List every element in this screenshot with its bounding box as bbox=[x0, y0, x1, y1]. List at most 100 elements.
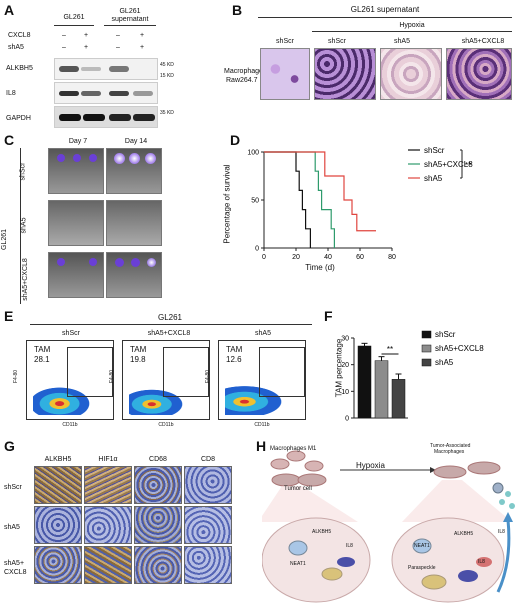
ihc-image bbox=[34, 506, 82, 544]
sign: – bbox=[62, 44, 66, 51]
b-col: shA5 bbox=[394, 38, 410, 45]
b-col: shScr bbox=[276, 38, 294, 45]
e-title-line bbox=[30, 324, 312, 325]
ihc-image bbox=[184, 466, 232, 504]
e-ylabel: F4-80 bbox=[109, 369, 116, 384]
legend-label: shScr bbox=[424, 146, 445, 155]
blot-alkbh5 bbox=[54, 58, 158, 80]
m1-cell bbox=[304, 460, 324, 472]
series-line-shA5 bbox=[264, 151, 376, 232]
ihc-image bbox=[84, 546, 132, 584]
g-row: shA5+ bbox=[4, 560, 25, 567]
tam-cell bbox=[492, 482, 504, 494]
e-value: 28.1 bbox=[34, 355, 50, 364]
g-row: shScr bbox=[4, 484, 22, 491]
flow-plot bbox=[122, 340, 210, 420]
panel-label-b: B bbox=[232, 2, 243, 18]
tumor-cell bbox=[433, 465, 467, 479]
legend-label: shA5 bbox=[424, 174, 443, 183]
ivis-image bbox=[106, 200, 162, 246]
ihc-image bbox=[34, 546, 82, 584]
c-day: Day 14 bbox=[124, 138, 148, 145]
bar-shA5+CXCL8 bbox=[374, 360, 389, 419]
blot-gapdh bbox=[54, 106, 158, 128]
sign: – bbox=[62, 32, 66, 39]
h-macrophages-m1: Macrophages M1 bbox=[270, 446, 317, 452]
b-header-line bbox=[258, 17, 512, 18]
e-xlabel: CD11b bbox=[254, 422, 270, 428]
kd-35: 35 KD bbox=[160, 110, 174, 116]
il8-dot bbox=[499, 499, 505, 505]
d-ylabel: Percentage of survival bbox=[222, 164, 232, 244]
bar-shScr bbox=[357, 345, 372, 419]
blot-label-il8: IL8 bbox=[6, 90, 16, 97]
x-tick-label: 60 bbox=[356, 254, 364, 261]
x-tick-label: 20 bbox=[292, 254, 300, 261]
y-tick-label: 0 bbox=[345, 416, 349, 423]
d-xlabel: Time (d) bbox=[305, 263, 335, 272]
sign: – bbox=[116, 44, 120, 51]
g-row-l2: CXCL8 bbox=[4, 569, 27, 576]
y-tick-label: 20 bbox=[341, 362, 349, 369]
underline-gl261 bbox=[54, 25, 94, 26]
h-alkbh5: ALKBH5 bbox=[454, 531, 474, 537]
col-gl261: GL261 bbox=[63, 14, 85, 21]
panel-label-g: G bbox=[4, 438, 15, 454]
m1-cell bbox=[270, 458, 290, 470]
c-cell-line: GL261 bbox=[1, 228, 9, 251]
e-gate: TAM bbox=[226, 345, 243, 354]
ihc-image bbox=[84, 466, 132, 504]
significance-mark: ** bbox=[465, 161, 471, 170]
g-col: HIF1α bbox=[98, 456, 118, 463]
bar-shA5 bbox=[391, 379, 406, 419]
h-il8: IL8 bbox=[346, 543, 353, 549]
col-supernatant-l1: GL261 bbox=[119, 8, 141, 15]
significance-mark: ** bbox=[387, 345, 393, 354]
tumor-cell bbox=[271, 473, 301, 487]
b-hypoxia-line bbox=[312, 31, 512, 32]
h-tam-l2: Macrophages bbox=[434, 449, 465, 455]
panel-label-f: F bbox=[324, 308, 333, 324]
y-tick-label: 10 bbox=[341, 389, 349, 396]
c-row: shA5+CXCL8 bbox=[21, 258, 29, 301]
ihc-image bbox=[84, 506, 132, 544]
g-row: shA5 bbox=[4, 524, 20, 531]
transwell-image bbox=[380, 48, 442, 100]
transwell-image bbox=[446, 48, 512, 100]
panel-label-c: C bbox=[4, 132, 15, 148]
h-paraspeckle: Paraspeckle bbox=[408, 565, 436, 571]
ihc-image bbox=[34, 466, 82, 504]
panel-label-d: D bbox=[230, 132, 241, 148]
e-ylabel: F4-80 bbox=[13, 369, 20, 384]
c-row: shScr bbox=[19, 162, 27, 181]
tumor-cell bbox=[467, 461, 501, 475]
secretion-arrow bbox=[496, 519, 511, 593]
legend-label: shA5+CXCL8 bbox=[435, 344, 484, 353]
ivis-image bbox=[106, 148, 162, 194]
sign: + bbox=[84, 32, 89, 39]
ihc-image bbox=[134, 546, 182, 584]
flow-plot bbox=[26, 340, 114, 420]
y-tick-label: 30 bbox=[341, 336, 349, 343]
h-hypoxia: Hypoxia bbox=[356, 461, 385, 470]
e-gate: TAM bbox=[34, 345, 51, 354]
x-tick-label: 80 bbox=[388, 254, 396, 261]
blot-label-gapdh: GAPDH bbox=[6, 115, 31, 122]
il8-dot bbox=[509, 503, 515, 509]
legend-label: shA5+CXCL8 bbox=[424, 160, 473, 169]
ivis-image bbox=[48, 252, 104, 298]
h-il8: IL8 bbox=[478, 559, 485, 565]
panel-label-a: A bbox=[4, 2, 15, 18]
sign: – bbox=[116, 32, 120, 39]
survival-chart: 0 50 100 0 20 40 60 80 shScr shA5+CXCL8 shA5 ** bbox=[247, 146, 473, 261]
blot-il8 bbox=[54, 82, 158, 104]
kd-15: 15 KD bbox=[160, 73, 174, 79]
g-col: CD8 bbox=[200, 456, 215, 463]
h-il8: IL8 bbox=[498, 529, 505, 535]
sign: + bbox=[84, 44, 89, 51]
e-ylabel: F4-80 bbox=[205, 369, 212, 384]
ihc-image bbox=[184, 546, 232, 584]
b-col: shScr bbox=[328, 38, 346, 45]
h-alkbh5: ALKBH5 bbox=[312, 529, 332, 535]
g-col: CD68 bbox=[149, 456, 167, 463]
